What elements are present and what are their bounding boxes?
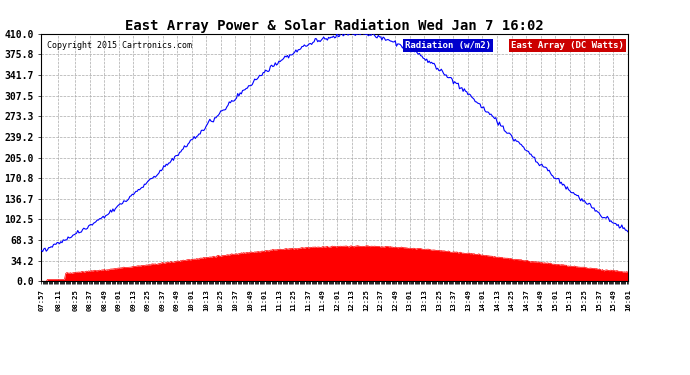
- Text: Radiation (w/m2): Radiation (w/m2): [405, 41, 491, 50]
- Text: East Array (DC Watts): East Array (DC Watts): [511, 41, 624, 50]
- Title: East Array Power & Solar Radiation Wed Jan 7 16:02: East Array Power & Solar Radiation Wed J…: [126, 18, 544, 33]
- Text: Copyright 2015 Cartronics.com: Copyright 2015 Cartronics.com: [47, 41, 193, 50]
